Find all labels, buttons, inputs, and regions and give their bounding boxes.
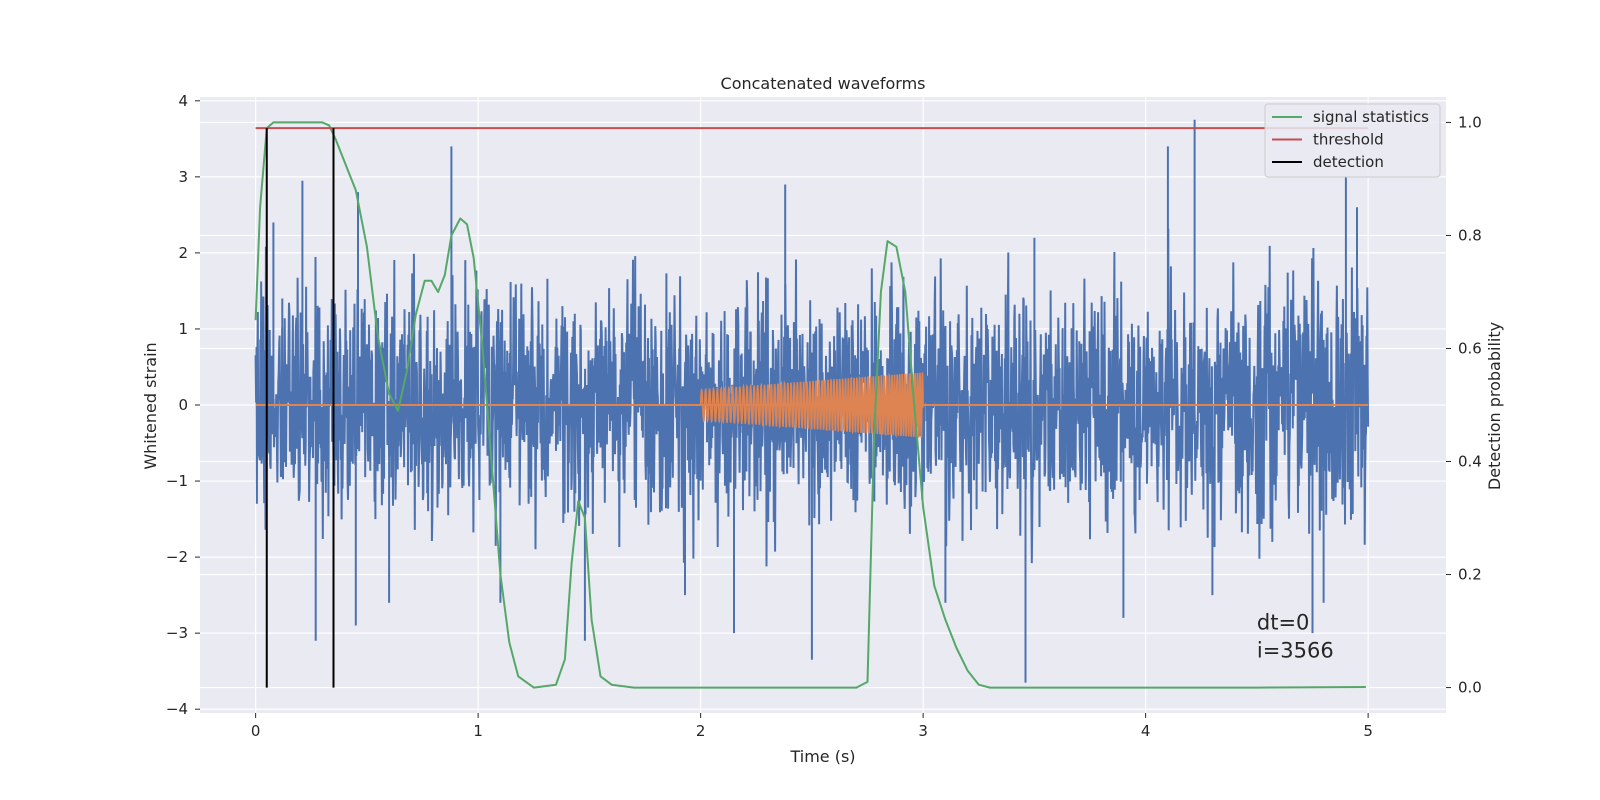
detection-group [265,128,335,688]
legend: signal statistics threshold detection [1264,103,1441,178]
y2-tick-label: 0.2 [1458,566,1482,584]
x-tick-label: 3 [918,722,928,740]
y-tick-label: 4 [178,92,188,110]
y-tick-label: 2 [178,244,188,262]
y-axis-label: Whitened strain [141,342,160,469]
x-tick-label: 5 [1363,722,1373,740]
y2-tick-label: 0.8 [1458,226,1482,244]
series-group [254,121,1369,689]
x-tick-label: 1 [473,722,483,740]
y2-tick-label: 0.6 [1458,339,1482,357]
y-tick-label: −4 [166,700,188,718]
injected-signal-chirp [699,372,924,439]
y2-axis-ticks: 0.0 0.2 0.4 0.6 0.8 1.0 [1446,113,1482,697]
y2-tick-label: 1.0 [1458,113,1482,131]
x-tick-label: 0 [251,722,261,740]
y-tick-label: −3 [166,624,188,642]
legend-label: threshold [1313,131,1384,149]
legend-label: signal statistics [1313,108,1429,126]
x-tick-label: 2 [696,722,706,740]
annotation-text: i=3566 [1257,638,1334,662]
y2-axis-label: Detection probability [1485,322,1504,490]
signal-statistics-series-line [254,121,1366,689]
noise-series-line [254,228,1370,567]
y-tick-label: 1 [178,320,188,338]
y-tick-label: −1 [166,472,188,490]
legend-label: detection [1313,153,1384,171]
x-tick-label: 4 [1141,722,1151,740]
y2-tick-label: 0.4 [1458,453,1482,471]
x-axis-label: Time (s) [789,747,855,766]
plot-content [254,119,1370,689]
y-tick-label: 3 [178,168,188,186]
x-axis-ticks: 0 1 2 3 4 5 [251,713,1373,740]
y-tick-label: 0 [178,396,188,414]
y-tick-label: −2 [166,548,188,566]
annotations: dt=0 i=3566 [1257,610,1334,662]
legend-box [1264,103,1441,178]
chart-title: Concatenated waveforms [721,74,926,93]
y-axis-ticks: −4 −3 −2 −1 0 1 2 3 4 [166,92,200,718]
noise-peak-spikes [272,119,1358,683]
annotation-text: dt=0 [1257,610,1310,634]
y2-tick-label: 0.0 [1458,679,1482,697]
